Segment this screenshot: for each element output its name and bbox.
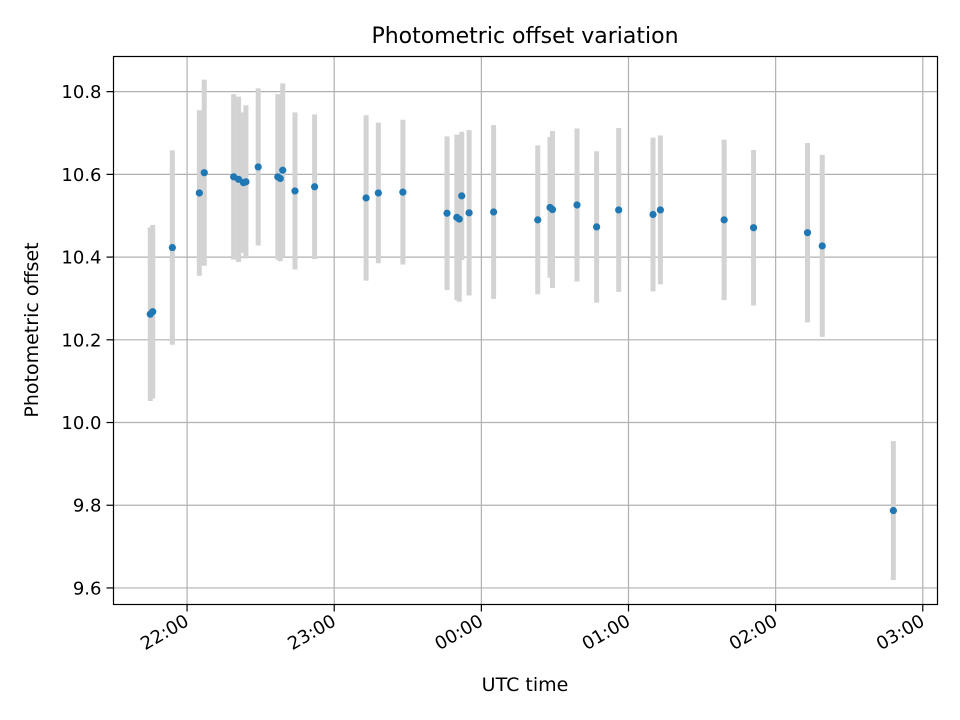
data-point [276, 174, 284, 183]
data-point [254, 163, 262, 171]
data-point [149, 308, 157, 316]
chart-title: Photometric offset variation [371, 24, 678, 49]
y-tick-label: 10.6 [61, 165, 101, 186]
data-point [362, 194, 370, 202]
y-tick-label: 10.0 [61, 413, 101, 434]
y-axis-label: Photometric offset [21, 242, 43, 417]
data-point [200, 169, 208, 177]
data-point [242, 178, 250, 186]
data-point [548, 205, 557, 214]
y-axis-ticks: 9.6 9.8 10.0 10.2 10.4 10.6 10.8 [61, 82, 114, 599]
data-point [279, 166, 287, 174]
data-point [465, 209, 473, 217]
data-points [146, 163, 897, 515]
y-tick-label: 9.6 [73, 578, 102, 599]
data-point [593, 223, 601, 231]
data-point [458, 192, 466, 200]
data-point [656, 206, 664, 214]
y-tick-label: 9.8 [73, 496, 102, 517]
x-axis-label: UTC time [482, 674, 569, 696]
data-point [455, 215, 463, 223]
data-point [803, 229, 812, 237]
data-point [749, 224, 758, 232]
y-tick-label: 10.4 [61, 248, 101, 269]
data-point [818, 242, 826, 250]
data-point [490, 208, 498, 216]
data-point [534, 216, 542, 224]
data-point [615, 206, 623, 214]
data-point [168, 243, 176, 252]
y-tick-label: 10.2 [61, 330, 101, 351]
data-point [889, 507, 897, 515]
data-point [195, 189, 203, 197]
y-tick-label: 10.8 [61, 82, 101, 103]
data-point [399, 188, 407, 196]
data-point [291, 187, 299, 195]
data-point [310, 183, 319, 191]
data-point [720, 216, 728, 224]
plot-area-frame [112, 55, 939, 606]
data-point [374, 189, 382, 197]
data-point [573, 201, 581, 209]
grid-lines [113, 56, 938, 605]
data-point [649, 210, 657, 219]
data-point [443, 209, 451, 217]
